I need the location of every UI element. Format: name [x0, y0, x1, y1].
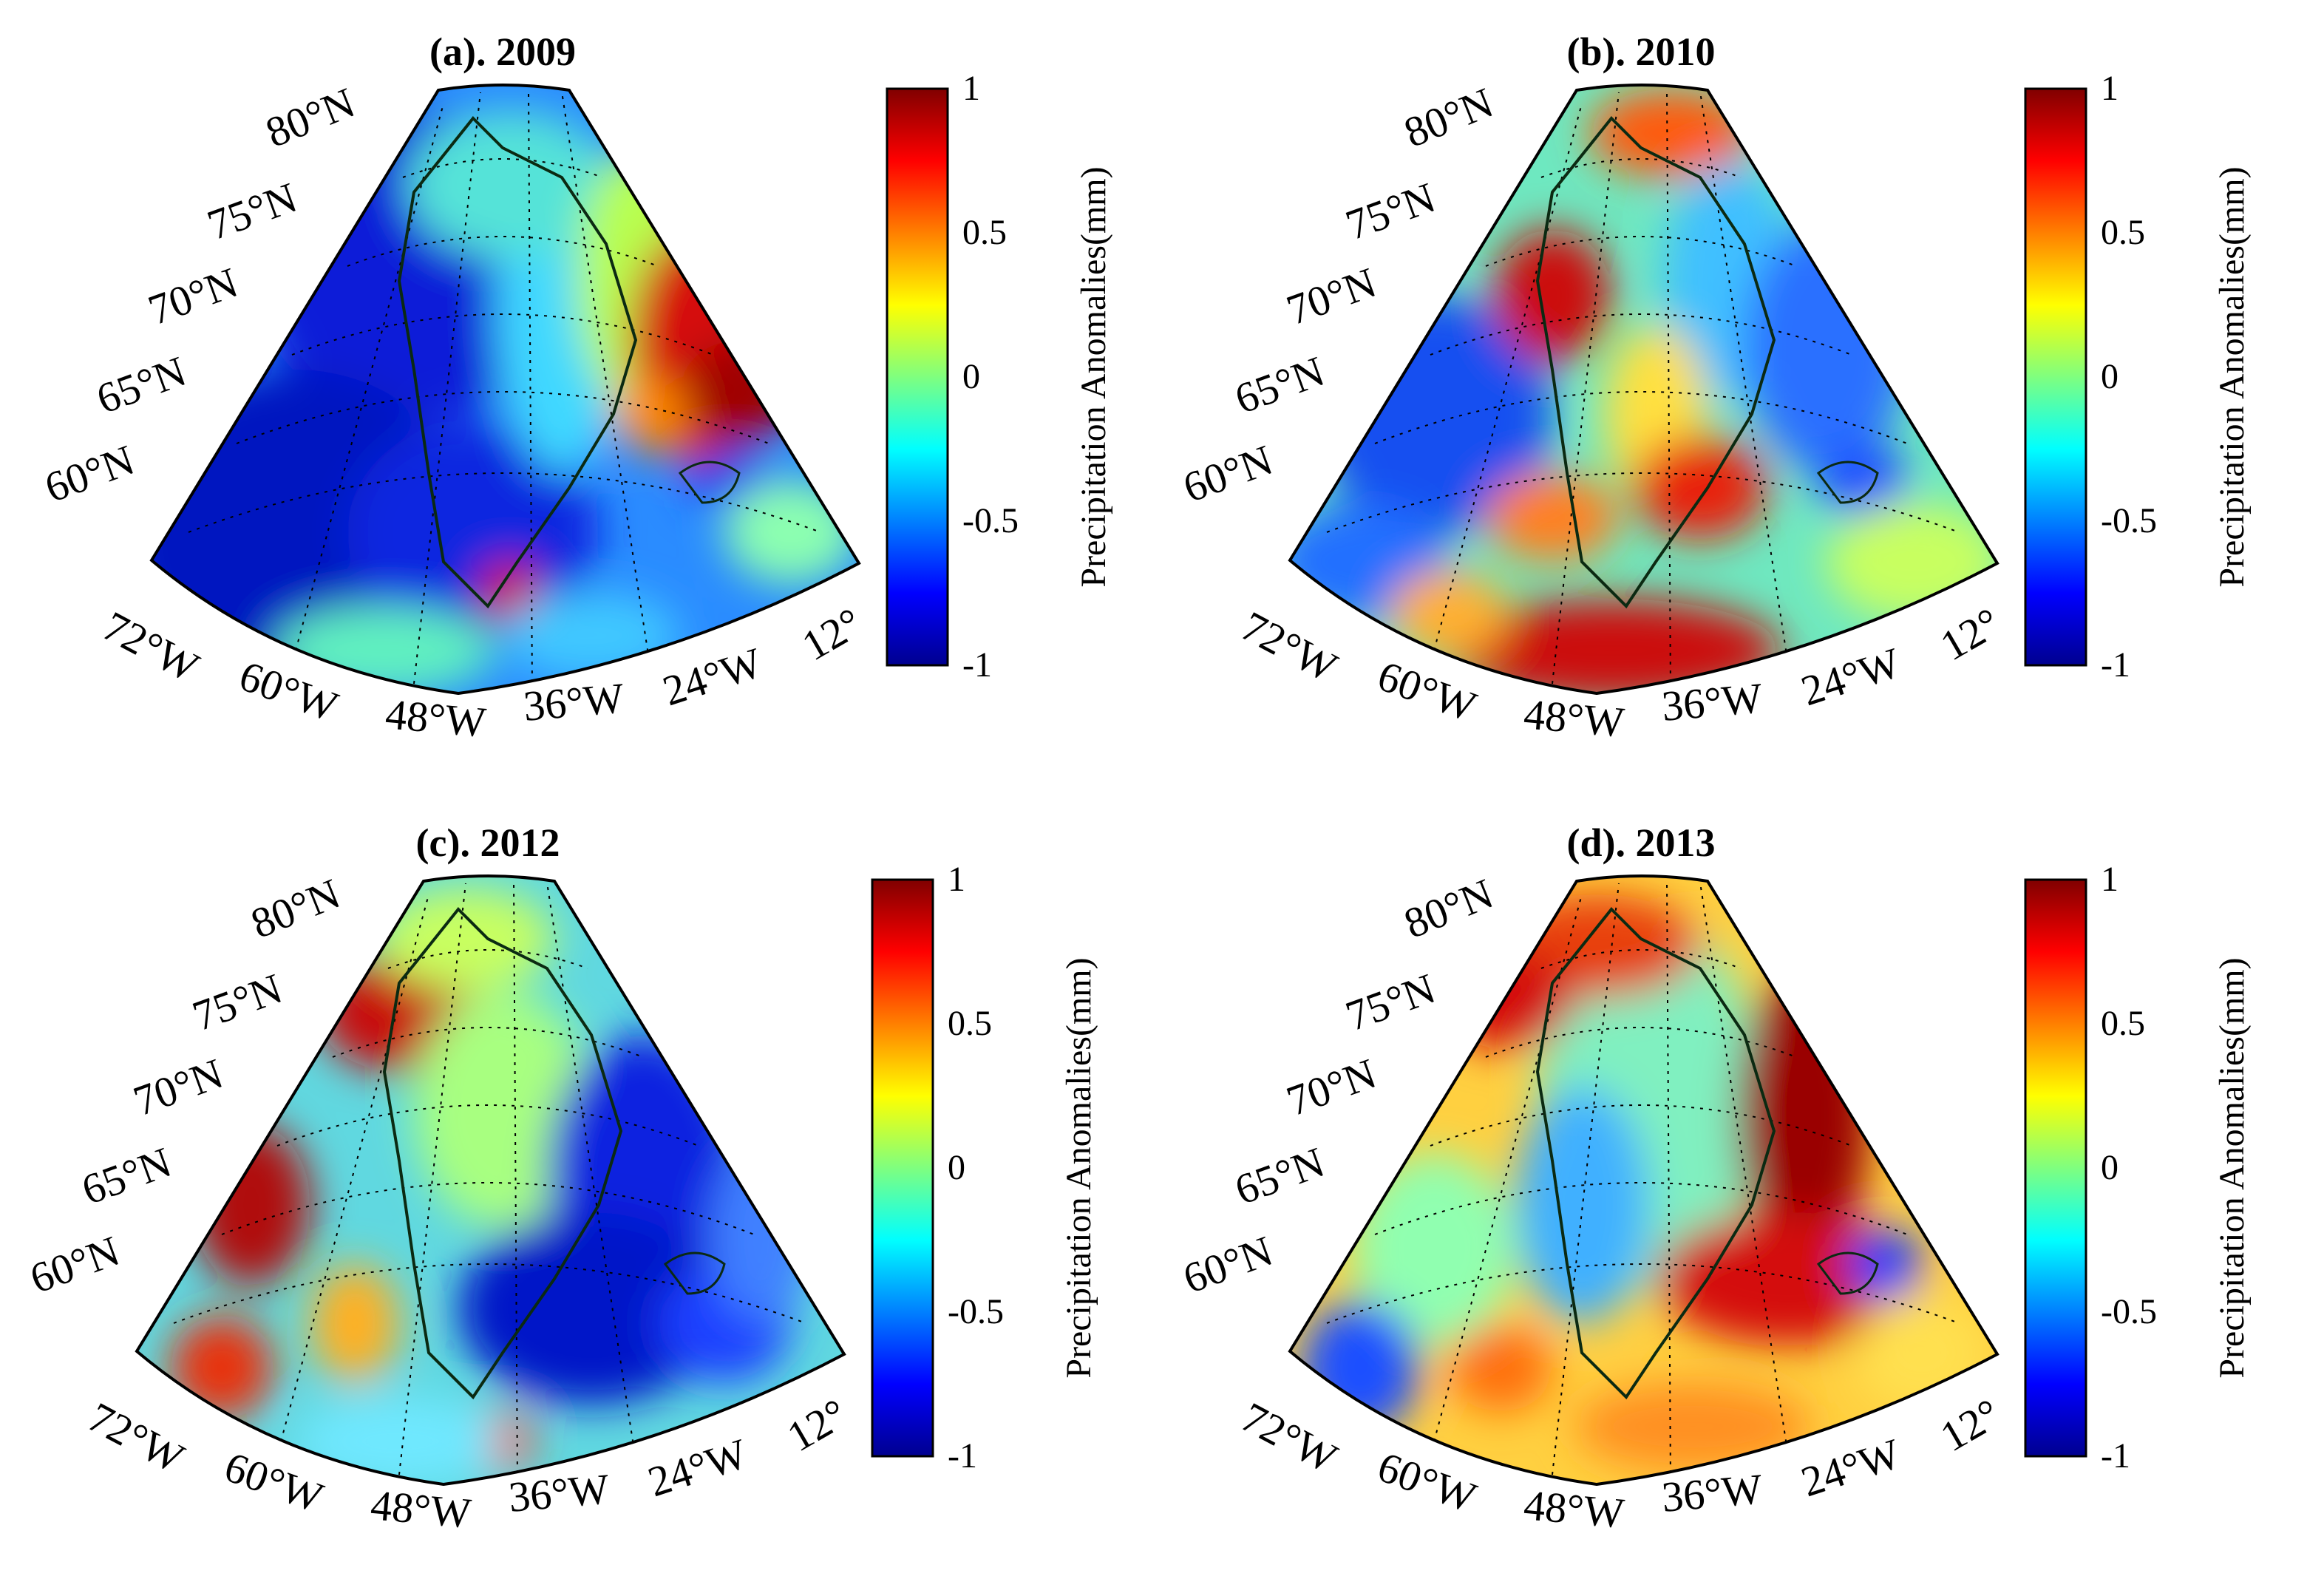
lat-label: 80°N [245, 869, 347, 948]
colorbar-tick: -0.5 [2101, 501, 2157, 540]
colorbar-tick: 1 [948, 860, 965, 899]
lat-label: 65°N [1229, 1138, 1331, 1214]
lat-label: 60°N [1177, 435, 1279, 512]
colorbar-tick: -0.5 [2101, 1292, 2157, 1331]
lon-label: 12° [794, 598, 870, 670]
lon-label: 48°W [384, 690, 488, 747]
lat-label: 65°N [75, 1138, 177, 1214]
lon-label: 24°W [657, 638, 768, 715]
lat-label: 80°N [1398, 78, 1500, 157]
lon-label: 24°W [1795, 1429, 1906, 1506]
colorbar-label: Precipitation Anomalies(mm) [2212, 166, 2252, 587]
lat-label: 65°N [1229, 347, 1331, 423]
anomaly-map [1290, 85, 1997, 693]
lon-label: 24°W [642, 1429, 753, 1506]
colorbar-label: Precipitation Anomalies(mm) [1059, 957, 1098, 1378]
colorbar: 1 0.5 0 -0.5 -1 Precipitation Anomalies(… [2024, 69, 2252, 685]
lat-label: 60°N [24, 1226, 126, 1302]
lat-label: 70°N [1280, 1049, 1382, 1125]
lat-label: 60°N [1177, 1226, 1279, 1302]
lon-label: 36°W [506, 1464, 611, 1521]
lon-label: 48°W [1522, 1481, 1626, 1538]
panel-c: (c). 2012 [24, 821, 1098, 1538]
map-frame [1288, 84, 1999, 696]
colorbar-label: Precipitation Anomalies(mm) [2212, 957, 2252, 1378]
lon-label: 72°W [1234, 602, 1345, 691]
panel-title: (b). 2010 [1567, 30, 1716, 74]
anomaly-map [137, 876, 844, 1484]
lon-label: 48°W [369, 1481, 473, 1538]
lon-label: 12° [779, 1389, 855, 1461]
lon-label: 72°W [1234, 1393, 1345, 1482]
panel-title: (a). 2009 [429, 30, 576, 74]
lat-label: 80°N [259, 78, 361, 157]
lon-label: 60°W [1372, 651, 1483, 731]
colorbar-tick: 0 [2101, 357, 2119, 396]
lon-label: 36°W [1659, 1464, 1764, 1521]
lat-label: 75°N [186, 964, 288, 1040]
panel-b: (b). 2010 [1177, 30, 2252, 747]
colorbar-tick: 0.5 [962, 213, 1007, 252]
colorbar-tick: 0 [2101, 1148, 2119, 1187]
colorbar: 1 0.5 0 -0.5 -1 Precipitation Anomalies(… [886, 69, 1113, 685]
lat-label: 60°N [38, 435, 140, 512]
lon-label: 60°W [234, 651, 344, 731]
map-frame [149, 84, 861, 696]
colorbar-tick: 0 [962, 357, 980, 396]
colorbar: 1 0.5 0 -0.5 -1 Precipitation Anomalies(… [871, 860, 1098, 1475]
colorbar: 1 0.5 0 -0.5 -1 Precipitation Anomalies(… [2024, 860, 2252, 1475]
colorbar-tick: -1 [962, 645, 992, 685]
lat-label: 65°N [90, 347, 192, 423]
colorbar-tick: 0 [948, 1148, 965, 1187]
lon-label: 48°W [1522, 690, 1626, 747]
colorbar-tick: -1 [948, 1436, 977, 1475]
map-frame [135, 874, 846, 1487]
lat-label: 70°N [142, 258, 244, 334]
lon-label: 24°W [1795, 638, 1906, 715]
panel-d: (d). 2013 [1177, 821, 2252, 1538]
lon-label: 72°W [81, 1393, 192, 1482]
lon-label: 12° [1932, 1389, 2008, 1461]
lon-label: 60°W [219, 1442, 330, 1522]
colorbar-tick: -1 [2101, 645, 2130, 685]
lat-label: 80°N [1398, 869, 1500, 948]
colorbar-tick: -0.5 [948, 1292, 1004, 1331]
colorbar-label: Precipitation Anomalies(mm) [1074, 166, 1113, 587]
colorbar-tick: -0.5 [962, 501, 1019, 540]
lon-label: 72°W [95, 602, 207, 691]
lon-label: 36°W [1659, 673, 1764, 730]
panel-a: (a). 2009 [38, 30, 1113, 747]
lat-label: 70°N [127, 1049, 229, 1125]
colorbar-tick: -1 [2101, 1436, 2130, 1475]
colorbar-tick: 0.5 [948, 1004, 992, 1043]
panel-title: (d). 2013 [1567, 821, 1716, 865]
anomaly-map [152, 85, 859, 693]
panel-title: (c). 2012 [416, 821, 560, 865]
colorbar-tick: 1 [2101, 860, 2119, 899]
lon-label: 36°W [521, 673, 625, 730]
lat-label: 70°N [1280, 258, 1382, 334]
lon-label: 12° [1932, 598, 2008, 670]
lon-label: 60°W [1372, 1442, 1483, 1522]
lat-label: 75°N [1339, 964, 1441, 1040]
lat-label: 75°N [1339, 173, 1441, 249]
colorbar-tick: 0.5 [2101, 1004, 2145, 1043]
colorbar-tick: 1 [962, 69, 980, 108]
colorbar-tick: 1 [2101, 69, 2119, 108]
map-frame [1288, 874, 1999, 1487]
lat-label: 75°N [201, 173, 303, 249]
colorbar-tick: 0.5 [2101, 213, 2145, 252]
anomaly-map [1290, 876, 1997, 1484]
